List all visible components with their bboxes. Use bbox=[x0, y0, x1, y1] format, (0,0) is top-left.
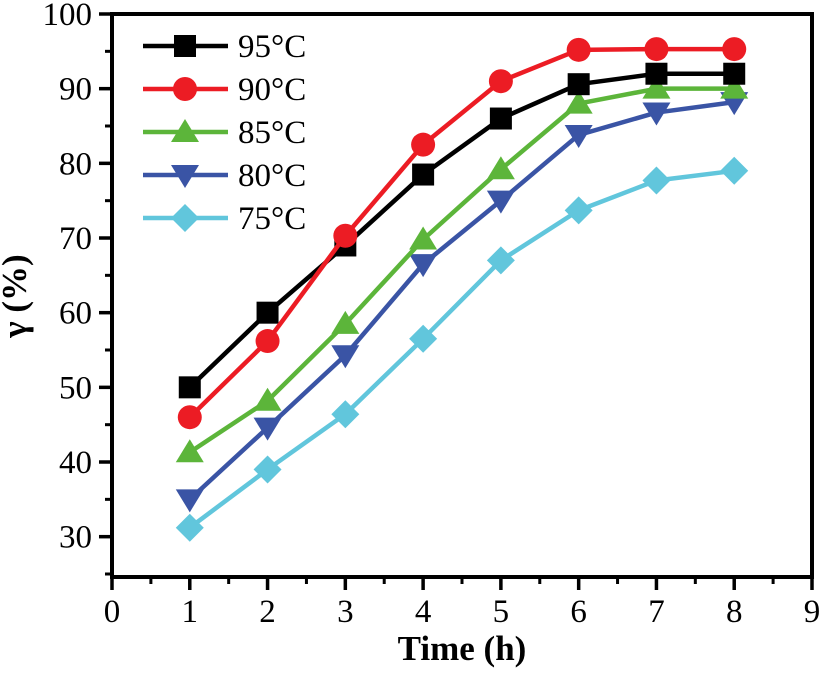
data-point bbox=[488, 69, 513, 94]
data-point bbox=[253, 387, 282, 411]
legend-marker bbox=[173, 77, 197, 101]
x-tick-label: 5 bbox=[493, 594, 510, 630]
data-point bbox=[175, 489, 204, 513]
y-tick-label: 80 bbox=[59, 146, 92, 182]
series-80c bbox=[175, 92, 749, 513]
x-axis-title: Time (h) bbox=[398, 629, 527, 668]
y-axis-labels: 30 40 50 60 70 80 90 100 bbox=[43, 0, 93, 556]
x-tick-label: 8 bbox=[726, 594, 743, 630]
data-point bbox=[412, 163, 435, 186]
series-75c bbox=[175, 156, 749, 542]
x-tick-label: 6 bbox=[570, 594, 587, 630]
data-point bbox=[564, 90, 593, 114]
data-point bbox=[564, 124, 593, 148]
data-point bbox=[175, 513, 204, 542]
legend-item: 80°C bbox=[143, 158, 306, 194]
legend-label: 90°C bbox=[238, 72, 306, 108]
data-point bbox=[642, 75, 671, 99]
x-tick-label: 7 bbox=[648, 594, 665, 630]
data-point bbox=[409, 254, 438, 278]
data-point bbox=[333, 223, 358, 248]
data-point bbox=[720, 156, 749, 185]
y-tick-label: 100 bbox=[43, 0, 93, 33]
series-line bbox=[188, 46, 735, 419]
data-point bbox=[489, 107, 512, 130]
y-tick-label: 70 bbox=[59, 221, 92, 257]
x-tick-label: 0 bbox=[104, 594, 121, 630]
legend-item: 75°C bbox=[143, 201, 306, 237]
legend-label: 95°C bbox=[238, 29, 306, 65]
series-line bbox=[188, 86, 735, 455]
data-point bbox=[253, 417, 282, 441]
data-point bbox=[645, 62, 668, 85]
plot-border bbox=[110, 12, 814, 579]
data-point bbox=[566, 37, 591, 62]
legend-marker bbox=[171, 165, 199, 188]
x-tick-label: 3 bbox=[337, 594, 354, 630]
data-point bbox=[409, 226, 438, 250]
data-point bbox=[486, 246, 515, 275]
data-point bbox=[486, 156, 515, 180]
legend-item: 85°C bbox=[143, 115, 306, 151]
series-line bbox=[188, 168, 735, 530]
data-point bbox=[178, 376, 201, 399]
series-90c bbox=[177, 37, 747, 430]
x-axis-labels: 0 1 2 3 4 5 6 7 8 9 bbox=[104, 594, 821, 630]
data-point bbox=[177, 405, 202, 430]
legend-item: 90°C bbox=[143, 72, 306, 108]
legend-marker bbox=[171, 204, 199, 232]
legend-label: 85°C bbox=[238, 115, 306, 151]
y-tick-label: 30 bbox=[59, 520, 92, 556]
x-tick-label: 2 bbox=[259, 594, 276, 630]
data-point bbox=[331, 310, 360, 334]
data-point bbox=[331, 345, 360, 369]
y-tick-label: 50 bbox=[59, 370, 92, 406]
data-point bbox=[723, 62, 746, 85]
data-point bbox=[253, 455, 282, 484]
legend-item: 95°C bbox=[143, 29, 306, 65]
data-point bbox=[564, 196, 593, 225]
x-tick-label: 9 bbox=[804, 594, 821, 630]
data-point bbox=[486, 190, 515, 214]
data-point bbox=[175, 439, 204, 463]
data-point bbox=[256, 301, 279, 324]
series-line bbox=[188, 71, 735, 389]
data-point bbox=[255, 329, 280, 354]
series-95c bbox=[178, 62, 746, 399]
legend-marker bbox=[174, 35, 196, 57]
data-point bbox=[567, 73, 590, 96]
x-tick-label: 1 bbox=[182, 594, 199, 630]
legend-label: 75°C bbox=[238, 201, 306, 237]
y-tick-label: 90 bbox=[59, 72, 92, 108]
data-point bbox=[331, 400, 360, 429]
data-point bbox=[409, 324, 438, 353]
legend: 95°C 90°C 85°C 80°C 75°C bbox=[143, 29, 306, 237]
series-85c bbox=[175, 75, 749, 463]
legend-label: 80°C bbox=[238, 158, 306, 194]
y-tick-label: 60 bbox=[59, 296, 92, 332]
x-tick-label: 4 bbox=[415, 594, 432, 630]
axis-ticks bbox=[99, 12, 814, 590]
data-point bbox=[722, 37, 747, 62]
data-point bbox=[642, 102, 671, 126]
data-point bbox=[720, 75, 749, 99]
data-point bbox=[642, 166, 671, 195]
y-tick-label: 40 bbox=[59, 445, 92, 481]
y-axis-title: γ (%) bbox=[0, 254, 34, 338]
data-point bbox=[411, 132, 436, 157]
legend-marker bbox=[171, 119, 199, 142]
series-line bbox=[188, 99, 735, 501]
data-point bbox=[644, 37, 669, 62]
